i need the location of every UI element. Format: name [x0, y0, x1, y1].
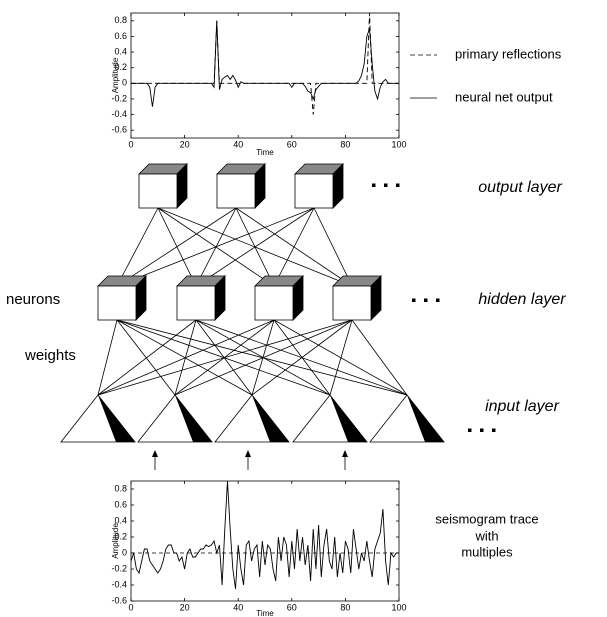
- y-tick-label: 0: [122, 547, 127, 557]
- ellipsis-dot: [468, 429, 472, 433]
- y-tick-label: 0.6: [114, 499, 127, 509]
- arrow-head: [245, 450, 251, 457]
- neuron: [217, 174, 255, 208]
- x-tick-label: 60: [287, 602, 297, 612]
- x-tick-label: 0: [128, 139, 133, 149]
- weight-line: [252, 320, 352, 395]
- y-tick-label: -0.6: [111, 125, 127, 135]
- weight-line: [98, 320, 352, 395]
- y-tick-label: -0.4: [111, 109, 127, 119]
- ellipsis-dot: [384, 184, 388, 188]
- x-tick-label: 20: [180, 602, 190, 612]
- figure: output layer hidden layer input layer ne…: [0, 0, 607, 617]
- weight-line: [330, 320, 352, 395]
- neuron: [98, 286, 136, 320]
- layer-label: input layer: [485, 398, 559, 415]
- weight-line: [117, 320, 330, 395]
- y-tick-label: -0.4: [111, 579, 127, 589]
- x-axis-label: Time: [256, 148, 274, 157]
- weight-line: [175, 320, 352, 395]
- y-axis-label: Amplitude: [111, 523, 120, 559]
- weight-line: [98, 320, 274, 395]
- neurons-label: neurons: [6, 291, 60, 308]
- weight-line: [98, 320, 196, 395]
- layer-label: hidden layer: [478, 291, 566, 308]
- weights-label: weights: [24, 347, 76, 364]
- layer-label: output layer: [478, 179, 562, 196]
- plot-frame: [131, 13, 399, 138]
- weight-line: [117, 208, 158, 286]
- weight-line: [117, 208, 236, 286]
- caption: seismogram trace: [435, 511, 538, 526]
- ellipsis-dot: [436, 299, 440, 303]
- y-tick-label: 0.8: [114, 483, 127, 493]
- weight-line: [352, 320, 407, 395]
- weight-line: [117, 320, 407, 395]
- plot-frame: [131, 481, 399, 601]
- x-tick-label: 80: [340, 602, 350, 612]
- x-tick-label: 40: [233, 602, 243, 612]
- x-tick-label: 100: [391, 602, 406, 612]
- x-tick-label: 0: [128, 602, 133, 612]
- weight-line: [274, 208, 314, 286]
- arrow-head: [152, 450, 158, 457]
- ellipsis-dot: [480, 429, 484, 433]
- neuron: [295, 174, 333, 208]
- caption: with: [474, 528, 498, 543]
- legend-label: primary reflections: [455, 46, 562, 61]
- neuron: [139, 174, 177, 208]
- x-tick-label: 40: [233, 139, 243, 149]
- caption: multiples: [461, 544, 513, 559]
- ellipsis-dot: [396, 184, 400, 188]
- neuron: [333, 286, 371, 320]
- series-line: [131, 481, 399, 589]
- legend-label: neural net output: [455, 89, 553, 104]
- y-tick-label: -0.2: [111, 93, 127, 103]
- weight-line: [117, 320, 175, 395]
- x-tick-label: 60: [287, 139, 297, 149]
- arrow-head: [342, 450, 348, 457]
- weight-line: [98, 320, 117, 395]
- weight-line: [196, 208, 314, 286]
- ellipsis-dot: [372, 184, 376, 188]
- y-axis-label: Amplitude: [111, 57, 120, 93]
- y-tick-label: 0: [122, 78, 127, 88]
- y-tick-label: 0.8: [114, 15, 127, 25]
- y-tick-label: -0.6: [111, 595, 127, 605]
- series-line: [131, 21, 399, 107]
- y-tick-label: -0.2: [111, 563, 127, 573]
- series-line: [131, 13, 399, 115]
- x-tick-label: 100: [391, 139, 406, 149]
- ellipsis-dot: [492, 429, 496, 433]
- weight-line: [274, 320, 407, 395]
- x-tick-label: 80: [340, 139, 350, 149]
- x-tick-label: 20: [180, 139, 190, 149]
- ellipsis-dot: [424, 299, 428, 303]
- weight-line: [314, 208, 352, 286]
- neuron: [177, 286, 215, 320]
- weight-line: [117, 208, 314, 286]
- y-tick-label: 0.6: [114, 31, 127, 41]
- x-axis-label: Time: [256, 609, 274, 617]
- ellipsis-dot: [412, 299, 416, 303]
- neuron: [255, 286, 293, 320]
- y-tick-label: 0.4: [114, 46, 127, 56]
